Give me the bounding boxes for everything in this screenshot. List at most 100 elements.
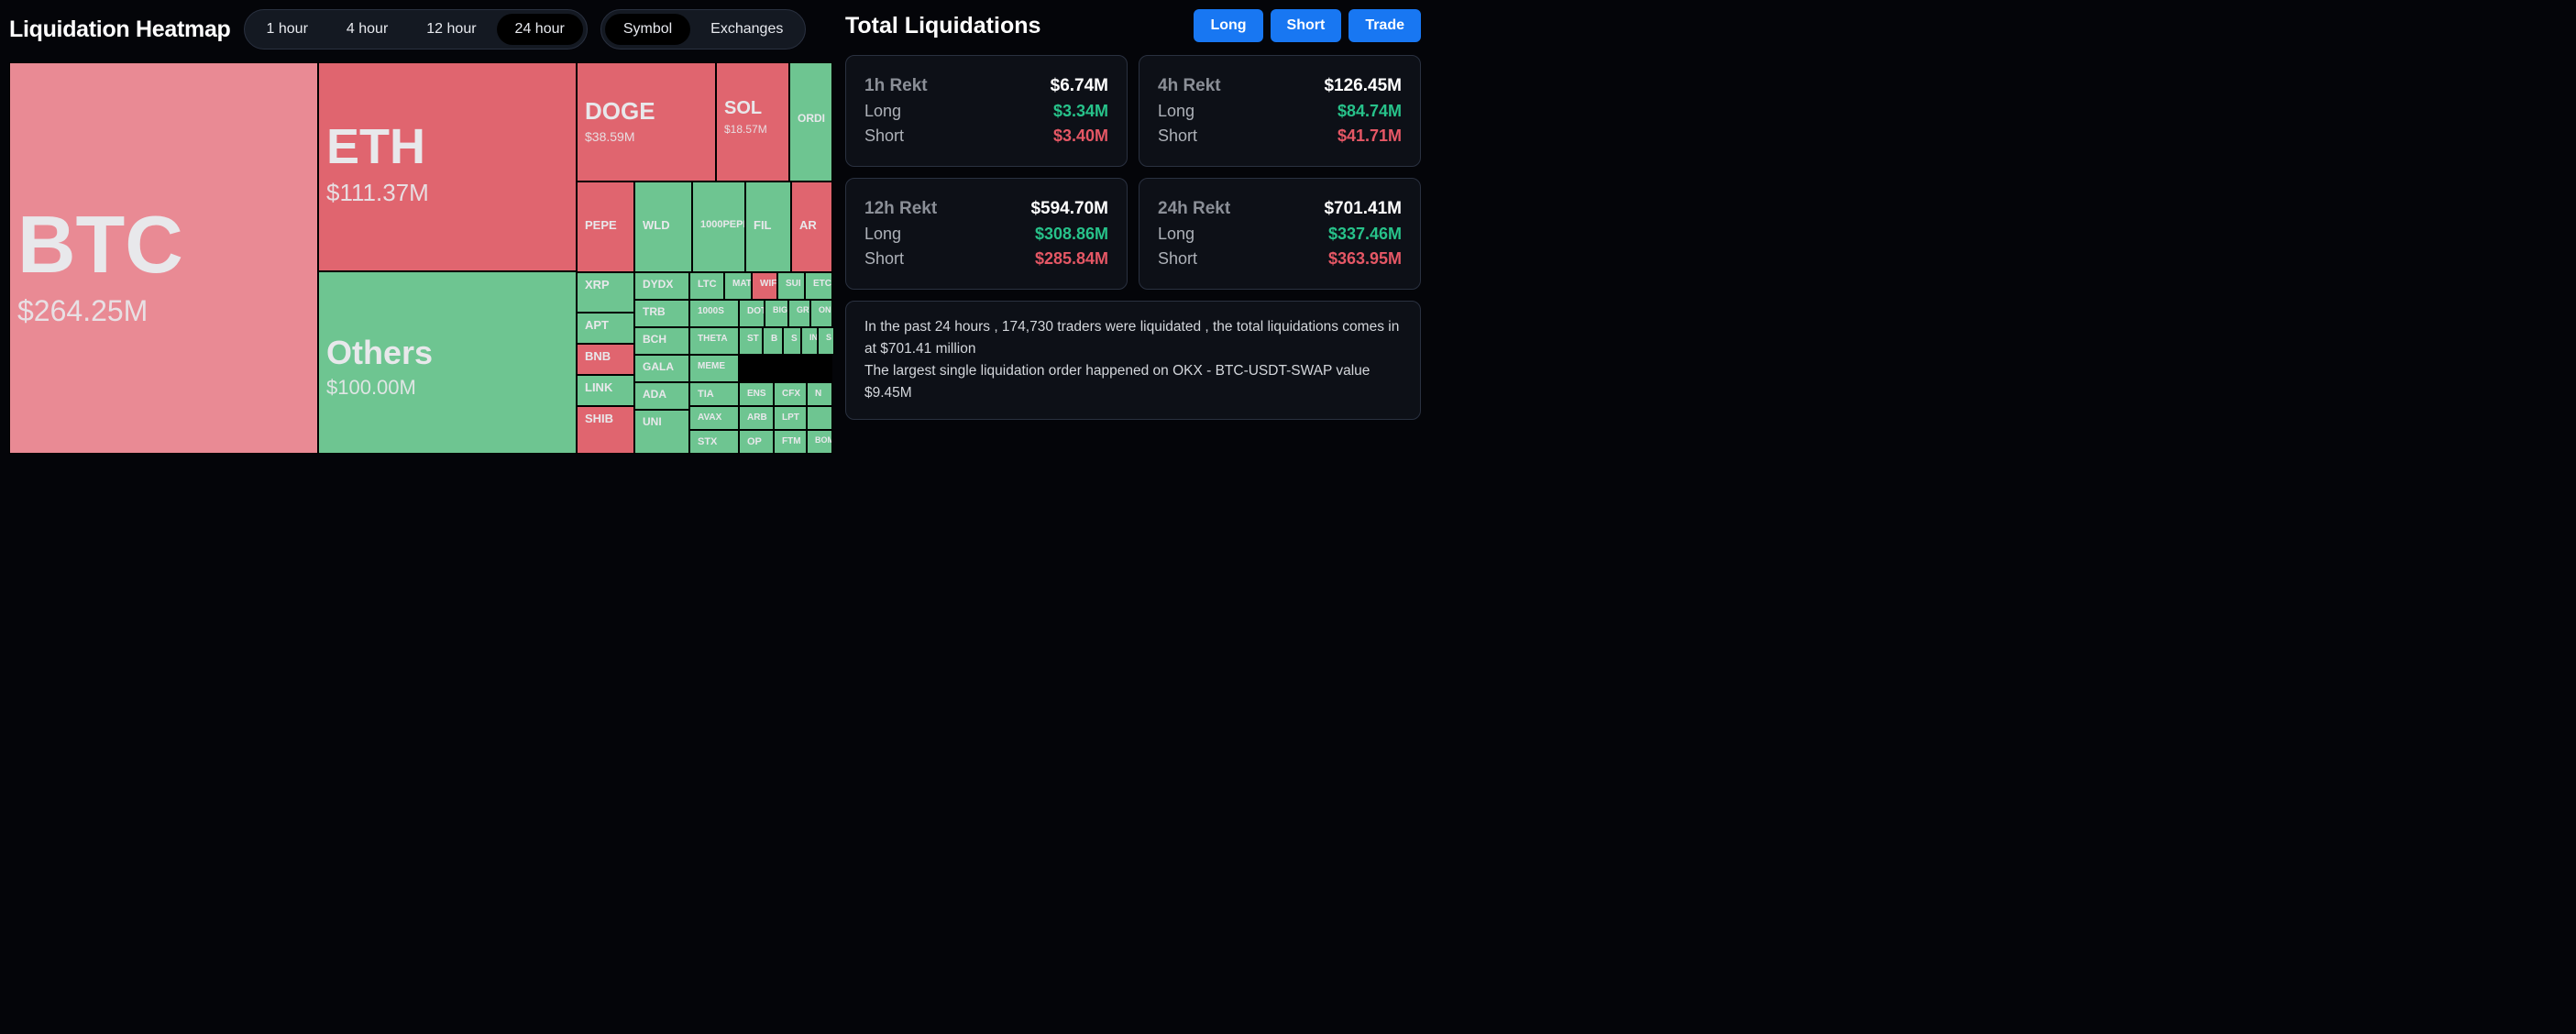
card-short-label: Short	[864, 126, 904, 146]
treemap-cell-symbol: FTM	[782, 436, 798, 446]
treemap-cell-uni[interactable]: UNI	[634, 410, 689, 454]
treemap-cell-xrp[interactable]: XRP	[577, 272, 634, 313]
treemap-cell-sol[interactable]: SOL$18.57M	[716, 62, 789, 182]
treemap-cell-fil[interactable]: FIL	[745, 182, 791, 272]
treemap-cell-one[interactable]: ONE	[810, 300, 832, 327]
card-long-value: $337.46M	[1328, 225, 1402, 244]
treemap-cell-gala[interactable]: GALA	[634, 355, 689, 382]
treemap-cell-symbol: SHIB	[585, 412, 626, 425]
treemap-cell-doge[interactable]: DOGE$38.59M	[577, 62, 716, 182]
mode-tab-symbol[interactable]: Symbol	[605, 14, 690, 45]
treemap-cell-ada[interactable]: ADA	[634, 382, 689, 410]
treemap-cell-b[interactable]: B	[763, 327, 783, 355]
treemap-cell-btc[interactable]: BTC $264.25M	[9, 62, 318, 454]
treemap-cell-matic[interactable]: MATIC	[724, 272, 752, 300]
treemap-cell-symbol: ONE	[819, 306, 824, 315]
card-long-value: $84.74M	[1338, 102, 1402, 121]
treemap-cell-theta[interactable]: THETA	[689, 327, 739, 355]
treemap-cell-sui[interactable]: SUI	[777, 272, 805, 300]
treemap-cell-bigtime[interactable]: BIGTIME	[765, 300, 788, 327]
treemap-cell-symbol: B	[771, 334, 775, 344]
treemap-cell-meme[interactable]: MEME	[689, 355, 739, 382]
treemap-cell-apt[interactable]: APT	[577, 313, 634, 344]
trade-button[interactable]: Trade	[1349, 9, 1421, 42]
treemap-cell-bch[interactable]: BCH	[634, 327, 689, 355]
rekt-card-1h-rekt: 1h Rekt$6.74MLong$3.34MShort$3.40M	[845, 55, 1128, 167]
treemap-cell-shib[interactable]: SHIB	[577, 406, 634, 454]
treemap-cell-1000s[interactable]: 1000S	[689, 300, 739, 327]
treemap-cell-symbol: BTC	[17, 201, 310, 290]
treemap-cell-in[interactable]: IN	[801, 327, 818, 355]
liquidation-treemap[interactable]: BTC $264.25METH$111.37M Others $100.00M DOGE…	[9, 62, 832, 454]
treemap-cell-symbol: AVAX	[698, 412, 731, 423]
treemap-cell-symbol: SUI	[786, 279, 797, 289]
treemap-cell-op[interactable]: OP	[739, 430, 774, 454]
treemap-cell-blank[interactable]	[807, 406, 832, 430]
mode-tab-exchanges[interactable]: Exchanges	[692, 14, 801, 45]
treemap-cell-symbol: BOME	[815, 436, 824, 446]
time-segmented-control: 1 hour4 hour12 hour24 hour	[244, 9, 588, 50]
treemap-cell-symbol: BNB	[585, 350, 626, 363]
treemap-cell-others[interactable]: Others $100.00M	[318, 271, 577, 454]
treemap-cell-s[interactable]: S	[783, 327, 801, 355]
treemap-cell-grt[interactable]: GRT	[788, 300, 810, 327]
treemap-cell-eth[interactable]: ETH$111.37M	[318, 62, 577, 271]
treemap-cell-symbol: ADA	[643, 389, 681, 401]
treemap-cell-value: $264.25M	[17, 295, 310, 327]
treemap-cell-symbol: N	[815, 389, 824, 399]
treemap-cell-ordi[interactable]: ORDI	[789, 62, 832, 182]
treemap-cell-1000pepe[interactable]: 1000PEPE	[692, 182, 745, 272]
treemap-cell-symbol: PEPE	[585, 219, 626, 232]
treemap-cell-wld[interactable]: WLD	[634, 182, 692, 272]
treemap-cell-value: $100.00M	[326, 377, 568, 399]
treemap-cell-symbol: BCH	[643, 334, 681, 346]
treemap-cell-value: $38.59M	[585, 130, 708, 144]
treemap-cell-value: $18.57M	[724, 124, 781, 136]
treemap-cell-avax[interactable]: AVAX	[689, 406, 739, 430]
time-tab-12-hour[interactable]: 12 hour	[408, 14, 494, 45]
card-long-value: $308.86M	[1035, 225, 1108, 244]
treemap-cell-st[interactable]: ST	[739, 327, 763, 355]
treemap-cell-wif[interactable]: WIF	[752, 272, 777, 300]
rekt-card-4h-rekt: 4h Rekt$126.45MLong$84.74MShort$41.71M	[1139, 55, 1421, 167]
treemap-cell-lpt[interactable]: LPT	[774, 406, 807, 430]
treemap-cell-arb[interactable]: ARB	[739, 406, 774, 430]
treemap-cell-symbol: MATIC	[732, 279, 743, 289]
long-button[interactable]: Long	[1194, 9, 1262, 42]
treemap-cell-bnb[interactable]: BNB	[577, 344, 634, 375]
treemap-cell-cfx[interactable]: CFX	[774, 382, 807, 406]
time-tab-1-hour[interactable]: 1 hour	[248, 14, 326, 45]
time-tab-24-hour[interactable]: 24 hour	[497, 14, 583, 45]
card-total: $126.45M	[1324, 76, 1402, 96]
treemap-cell-symbol: ENS	[747, 389, 765, 399]
treemap-cell-tia[interactable]: TIA	[689, 382, 739, 406]
treemap-cell-ens[interactable]: ENS	[739, 382, 774, 406]
treemap-cell-symbol: 1000PEPE	[700, 219, 737, 230]
treemap-cell-dydx[interactable]: DYDX	[634, 272, 689, 300]
treemap-cell-s[interactable]: S	[818, 327, 834, 355]
treemap-cell-pepe[interactable]: PEPE	[577, 182, 634, 272]
treemap-cell-link[interactable]: LINK	[577, 375, 634, 406]
treemap-cell-etc[interactable]: ETC	[805, 272, 832, 300]
treemap-cell-dot[interactable]: DOT	[739, 300, 765, 327]
treemap-cell-symbol: OP	[747, 436, 765, 447]
treemap-cell-symbol: CFX	[782, 389, 798, 399]
treemap-cell-ftm[interactable]: FTM	[774, 430, 807, 454]
treemap-cell-bome[interactable]: BOME	[807, 430, 832, 454]
treemap-cell-symbol: AR	[799, 219, 824, 232]
time-tab-4-hour[interactable]: 4 hour	[328, 14, 406, 45]
treemap-cell-ar[interactable]: AR	[791, 182, 832, 272]
mode-segmented-control: SymbolExchanges	[600, 9, 807, 50]
rekt-card-24h-rekt: 24h Rekt$701.41MLong$337.46MShort$363.95…	[1139, 178, 1421, 290]
treemap-cell-ltc[interactable]: LTC	[689, 272, 724, 300]
treemap-cell-symbol: Others	[326, 335, 568, 371]
card-title: 4h Rekt	[1158, 76, 1221, 96]
treemap-cell-symbol: WLD	[643, 219, 684, 232]
treemap-cell-stx[interactable]: STX	[689, 430, 739, 454]
treemap-cell-symbol: APT	[585, 319, 626, 332]
treemap-cell-n[interactable]: N	[807, 382, 832, 406]
treemap-cell-symbol: ETH	[326, 120, 568, 174]
card-short-label: Short	[864, 249, 904, 269]
treemap-cell-trb[interactable]: TRB	[634, 300, 689, 327]
short-button[interactable]: Short	[1271, 9, 1342, 42]
